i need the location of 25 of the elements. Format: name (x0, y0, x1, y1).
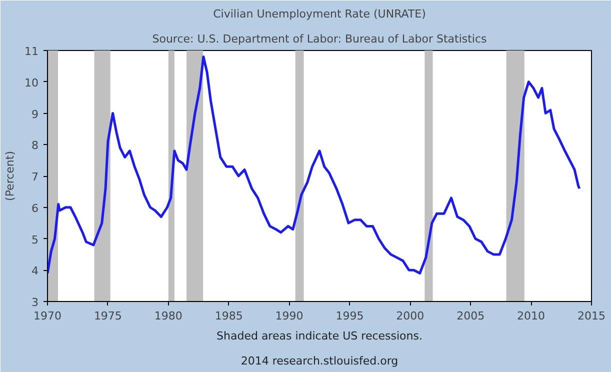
text: 2014 research.stlouisfed.org (240, 354, 398, 368)
y-axis-title: (Percent) (4, 151, 17, 201)
x-tick-label: 1985 (214, 310, 243, 322)
text: Shaded areas indicate US recessions. (216, 330, 422, 342)
x-tick-label: 1990 (275, 310, 304, 322)
x-tick-label: 1970 (34, 310, 62, 322)
y-tick-label: 11 (24, 45, 39, 58)
y-tick-label: 3 (32, 296, 38, 309)
x-tick-label: 2000 (396, 310, 424, 322)
chart-title: Civilian Unemployment Rate (UNRATE) (213, 8, 426, 20)
y-tick-label: 9 (32, 108, 38, 121)
x-tick-label: 1975 (94, 310, 122, 322)
x-tick-label: 2005 (456, 310, 485, 322)
y-tick-label: 8 (32, 139, 38, 152)
x-tick-label: 2015 (578, 310, 606, 322)
line-series (48, 56, 581, 275)
x-tick-label: 1995 (336, 310, 364, 322)
y-tick-label: 7 (32, 170, 38, 184)
chart-subtitle: Source: U.S. Department of Labor: Bureau of Labor Statistics (152, 32, 488, 46)
y-tick-label: 10 (24, 76, 39, 90)
y-tick-label: 4 (32, 264, 38, 278)
y-tick-label: 5 (32, 233, 38, 246)
x-tick-label: 2010 (517, 310, 546, 322)
x-tick-label: 1980 (154, 310, 182, 322)
y-tick-label: 6 (32, 202, 38, 215)
